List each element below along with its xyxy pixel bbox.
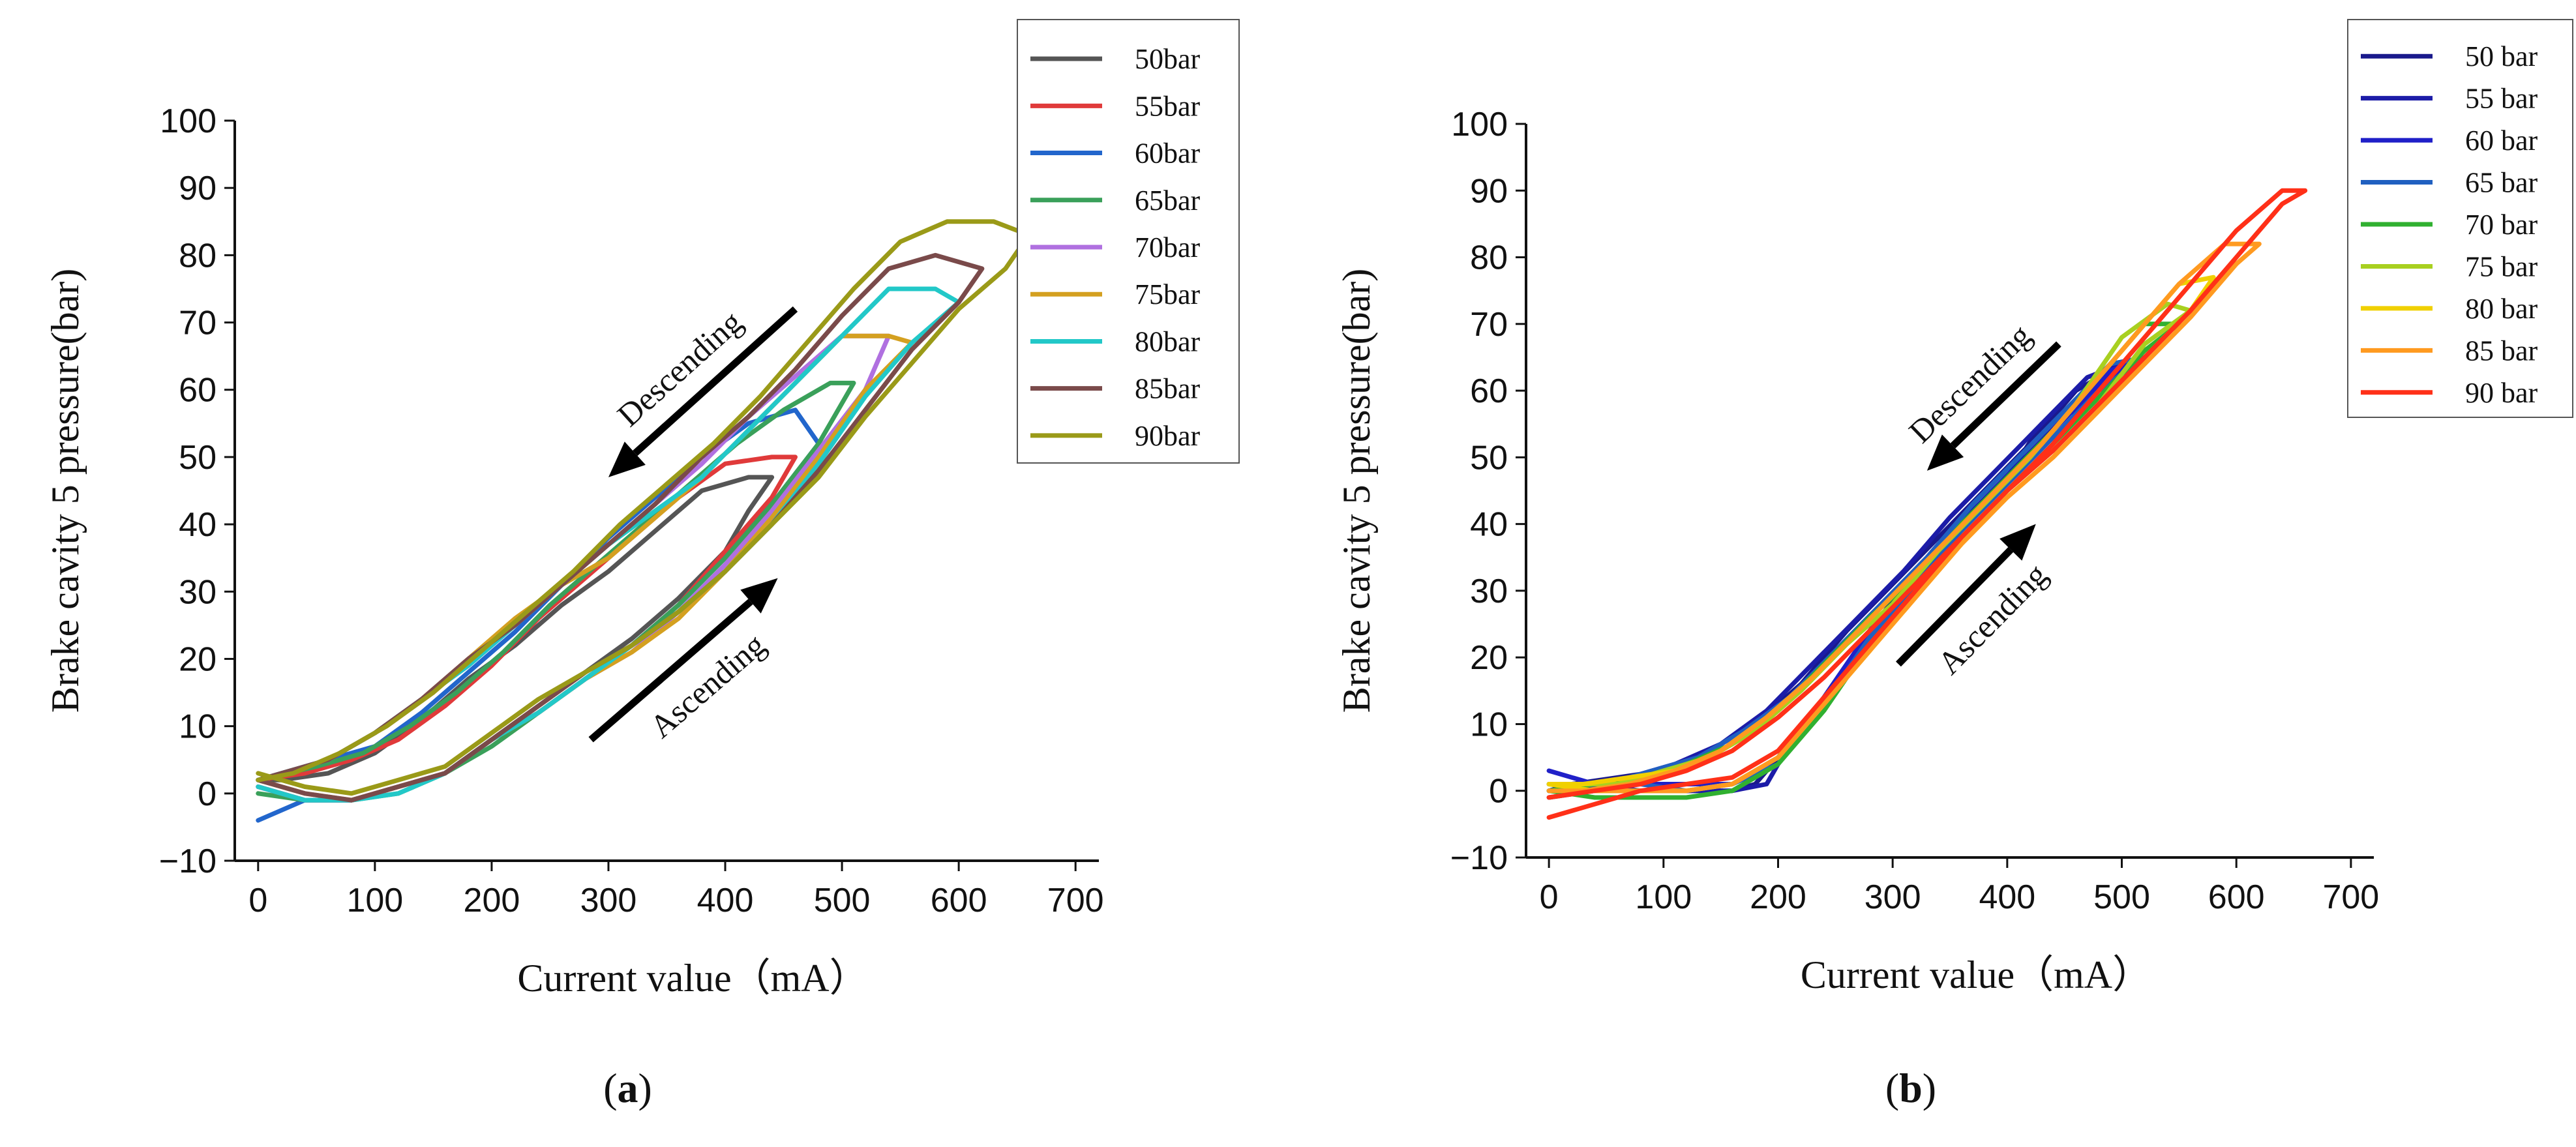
- legend-label: 60 bar: [2465, 125, 2538, 156]
- y-tick-label: 30: [179, 573, 217, 611]
- y-tick-label: 0: [198, 775, 217, 813]
- y-tick-label: 20: [179, 640, 217, 678]
- x-tick-label: 500: [814, 882, 871, 919]
- panel-label: (a): [603, 1065, 652, 1111]
- panel-b: −10 0 10 20 30 40 50 60 70 80 90 100 0 100 200 300 400 50…: [1335, 19, 2573, 1111]
- legend-label: 65bar: [1135, 185, 1201, 216]
- x-tick-label: 0: [1540, 878, 1559, 916]
- legend-label: 80bar: [1135, 325, 1201, 357]
- x-tick-label: 400: [1979, 878, 2035, 916]
- y-tick-label: 0: [1489, 773, 1508, 811]
- y-tick-label: 80: [1470, 239, 1508, 277]
- annotation-arrow-shaft: [1896, 547, 2014, 667]
- legend-label: 90bar: [1135, 420, 1201, 452]
- series-line-5: [256, 333, 914, 803]
- series-line-5: [1546, 301, 2193, 794]
- annotation-text: Ascending: [1930, 556, 2054, 681]
- legend-label: 50 bar: [2465, 40, 2538, 72]
- legend-box: [2347, 19, 2573, 418]
- legend-label: 90 bar: [2465, 377, 2538, 409]
- x-tick-label: 400: [697, 882, 754, 919]
- y-tick-label: 10: [179, 708, 217, 746]
- legend-label: 85 bar: [2465, 335, 2538, 366]
- y-tick-label: 10: [1470, 706, 1508, 743]
- legend-label: 75bar: [1135, 278, 1201, 310]
- y-axis-label: Brake cavity 5 pressure(bar): [1335, 269, 1378, 713]
- x-axis-label: Current value（mA）: [1801, 953, 2151, 996]
- panel-label: (b): [1885, 1065, 1936, 1111]
- x-axis-label: Current value（mA）: [517, 957, 868, 1000]
- annotation-arrow-shaft: [1950, 341, 2061, 449]
- x-tick-label: 100: [1635, 878, 1692, 916]
- series-line-3: [1546, 355, 2148, 794]
- y-tick-label: 90: [179, 170, 217, 207]
- legend-label: 80 bar: [2465, 293, 2538, 325]
- y-tick-label: 90: [1470, 172, 1508, 210]
- y-tick-label: 80: [179, 237, 217, 275]
- x-tick-label: 300: [1865, 878, 1921, 916]
- y-tick-label: 70: [179, 305, 217, 342]
- x-tick-label: 100: [346, 882, 403, 919]
- legend-label: 85bar: [1135, 373, 1201, 405]
- legend-label: 65 bar: [2465, 167, 2538, 199]
- y-tick-label: 50: [1470, 439, 1508, 477]
- annotation-arrow-head: [608, 441, 646, 477]
- x-tick-label: 600: [2208, 878, 2265, 916]
- legend-label: 55 bar: [2465, 83, 2538, 115]
- annotation-arrow-head: [1926, 434, 1964, 471]
- y-tick-label: −10: [159, 842, 217, 880]
- x-tick-label: 200: [1750, 878, 1806, 916]
- y-tick-label: 60: [179, 372, 217, 410]
- legend-label: 50bar: [1135, 43, 1201, 75]
- legend-box: [1017, 19, 1240, 464]
- series-line-8: [1546, 188, 2308, 820]
- panel-a: −10 0 10 20 30 40 50 60 70 80 90 100 0 100 200 300 400 50…: [44, 19, 1240, 1111]
- annotation-text: Ascending: [642, 626, 771, 745]
- x-tick-label: 200: [464, 882, 520, 919]
- legend-label: 60bar: [1135, 138, 1201, 170]
- y-tick-label: 60: [1470, 372, 1508, 410]
- x-tick-label: 500: [2093, 878, 2150, 916]
- y-tick-label: 40: [1470, 506, 1508, 544]
- x-tick-label: 600: [931, 882, 987, 919]
- legend-label: 55bar: [1135, 90, 1201, 122]
- y-tick-label: 50: [179, 439, 217, 477]
- y-tick-label: −10: [1450, 839, 1508, 877]
- y-tick-label: 100: [160, 102, 217, 140]
- x-tick-label: 0: [248, 882, 267, 919]
- legend-label: 70 bar: [2465, 209, 2538, 241]
- x-tick-label: 700: [2322, 878, 2379, 916]
- y-tick-label: 100: [1451, 106, 1508, 143]
- legend-label: 75 bar: [2465, 250, 2538, 282]
- y-tick-label: 30: [1470, 573, 1508, 610]
- x-tick-label: 300: [580, 882, 637, 919]
- y-tick-label: 20: [1470, 639, 1508, 677]
- x-tick-label: 700: [1047, 882, 1104, 919]
- annotation-arrow-shaft: [588, 599, 753, 743]
- annotation-arrow-head: [1999, 524, 2036, 561]
- annotation-arrow-shaft: [633, 306, 798, 456]
- series-line-7: [1546, 241, 2262, 794]
- y-tick-label: 40: [179, 506, 217, 544]
- legend-label: 70bar: [1135, 231, 1201, 263]
- y-axis-label: Brake cavity 5 pressure(bar): [44, 269, 87, 713]
- y-tick-label: 70: [1470, 306, 1508, 344]
- annotation-arrow-head: [740, 578, 778, 614]
- series-line-6: [1546, 275, 2216, 794]
